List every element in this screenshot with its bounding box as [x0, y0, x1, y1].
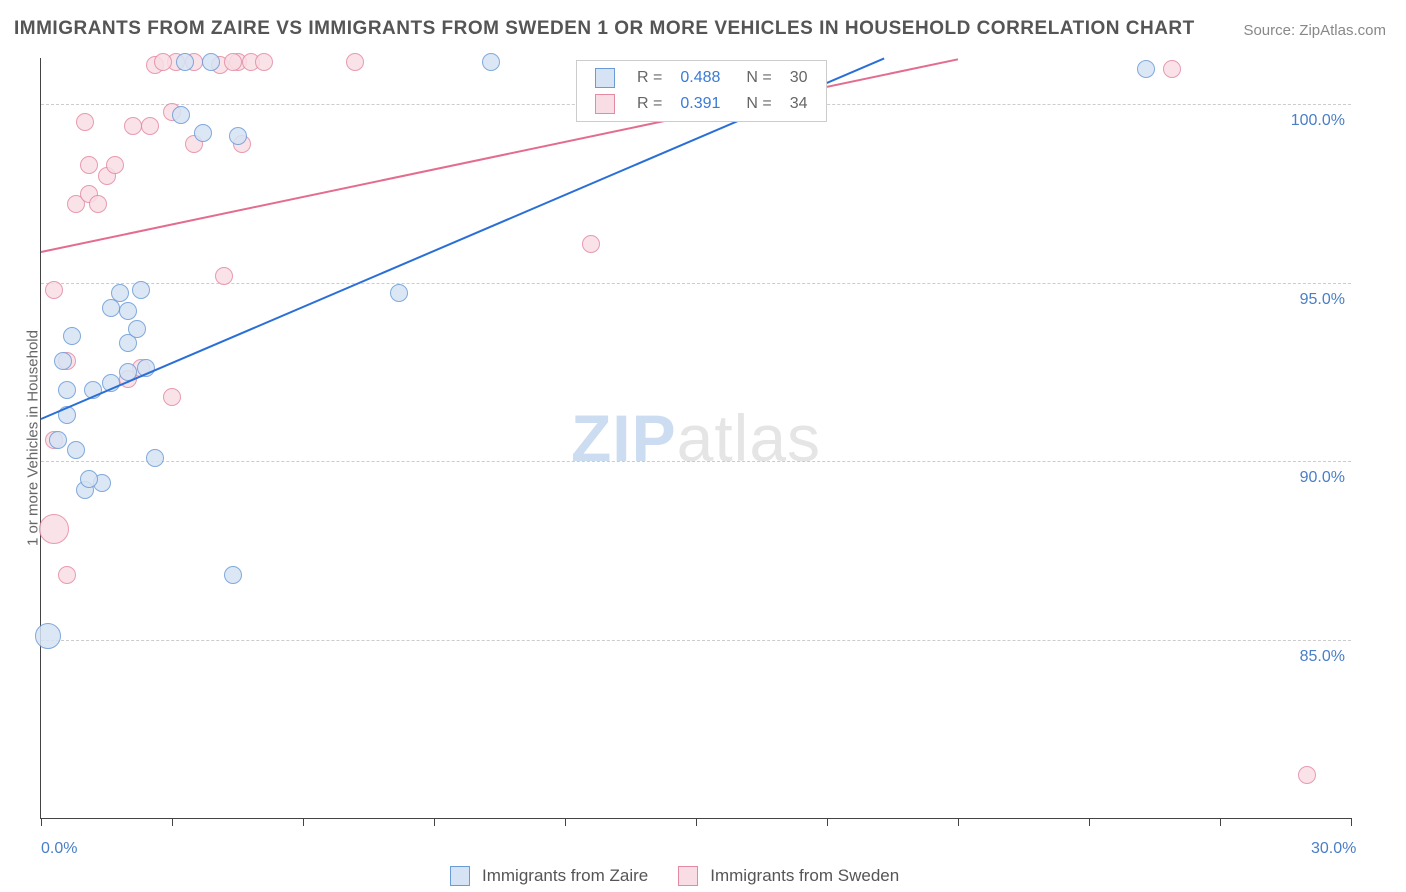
data-point-sweden — [1163, 60, 1181, 78]
x-tick-mark — [1089, 818, 1090, 826]
data-point-zaire — [119, 302, 137, 320]
data-point-sweden — [163, 388, 181, 406]
x-tick-mark — [41, 818, 42, 826]
x-tick-label: 0.0% — [41, 840, 77, 858]
data-point-sweden — [141, 117, 159, 135]
data-point-sweden — [58, 566, 76, 584]
data-point-zaire — [482, 53, 500, 71]
data-point-zaire — [224, 566, 242, 584]
data-point-zaire — [67, 441, 85, 459]
legend-stats-box: R =0.488N =30R =0.391N =34 — [576, 60, 827, 122]
x-tick-mark — [565, 818, 566, 826]
data-point-sweden — [224, 53, 242, 71]
legend-swatch-zaire — [450, 866, 470, 886]
data-point-sweden — [346, 53, 364, 71]
watermark-zip: ZIP — [571, 401, 677, 475]
plot-area: 1 or more Vehicles in Household ZIPatlas… — [40, 58, 1351, 819]
data-point-sweden — [80, 156, 98, 174]
data-point-sweden — [215, 267, 233, 285]
data-point-sweden — [154, 53, 172, 71]
gridline-horizontal — [41, 640, 1351, 641]
x-tick-mark — [172, 818, 173, 826]
legend-label-zaire: Immigrants from Zaire — [482, 866, 648, 886]
chart-container: IMMIGRANTS FROM ZAIRE VS IMMIGRANTS FROM… — [0, 0, 1406, 892]
y-tick-label: 95.0% — [1300, 291, 1345, 309]
data-point-sweden — [89, 195, 107, 213]
x-tick-mark — [434, 818, 435, 826]
data-point-zaire — [146, 449, 164, 467]
legend-label-sweden: Immigrants from Sweden — [710, 866, 899, 886]
legend-swatch-sweden — [678, 866, 698, 886]
source-attribution: Source: ZipAtlas.com — [1243, 22, 1386, 39]
data-point-sweden — [39, 514, 69, 544]
legend-stats-table: R =0.488N =30R =0.391N =34 — [585, 64, 818, 118]
data-point-zaire — [176, 53, 194, 71]
data-point-zaire — [35, 623, 61, 649]
x-tick-mark — [696, 818, 697, 826]
data-point-zaire — [102, 299, 120, 317]
y-tick-label: 90.0% — [1300, 469, 1345, 487]
x-tick-mark — [1351, 818, 1352, 826]
watermark: ZIPatlas — [571, 400, 821, 476]
data-point-sweden — [45, 281, 63, 299]
legend-item-zaire: Immigrants from Zaire — [450, 866, 648, 886]
y-tick-label: 85.0% — [1300, 648, 1345, 666]
watermark-atlas: atlas — [677, 401, 821, 475]
data-point-zaire — [229, 127, 247, 145]
data-point-zaire — [80, 470, 98, 488]
data-point-zaire — [58, 381, 76, 399]
x-tick-mark — [958, 818, 959, 826]
data-point-sweden — [255, 53, 273, 71]
legend-bottom: Immigrants from Zaire Immigrants from Sw… — [450, 866, 899, 886]
data-point-zaire — [172, 106, 190, 124]
data-point-zaire — [1137, 60, 1155, 78]
data-point-zaire — [63, 327, 81, 345]
data-point-zaire — [128, 320, 146, 338]
data-point-sweden — [582, 235, 600, 253]
data-point-zaire — [194, 124, 212, 142]
data-point-zaire — [132, 281, 150, 299]
data-point-sweden — [76, 113, 94, 131]
gridline-horizontal — [41, 461, 1351, 462]
data-point-sweden — [106, 156, 124, 174]
data-point-zaire — [390, 284, 408, 302]
y-tick-label: 100.0% — [1291, 112, 1345, 130]
x-tick-label: 30.0% — [1311, 840, 1356, 858]
legend-item-sweden: Immigrants from Sweden — [678, 866, 899, 886]
gridline-horizontal — [41, 283, 1351, 284]
data-point-zaire — [54, 352, 72, 370]
data-point-zaire — [49, 431, 67, 449]
chart-title: IMMIGRANTS FROM ZAIRE VS IMMIGRANTS FROM… — [14, 18, 1195, 40]
y-axis-label: 1 or more Vehicles in Household — [25, 330, 42, 546]
data-point-zaire — [202, 53, 220, 71]
x-tick-mark — [1220, 818, 1221, 826]
data-point-sweden — [124, 117, 142, 135]
x-tick-mark — [827, 818, 828, 826]
data-point-sweden — [1298, 766, 1316, 784]
x-tick-mark — [303, 818, 304, 826]
